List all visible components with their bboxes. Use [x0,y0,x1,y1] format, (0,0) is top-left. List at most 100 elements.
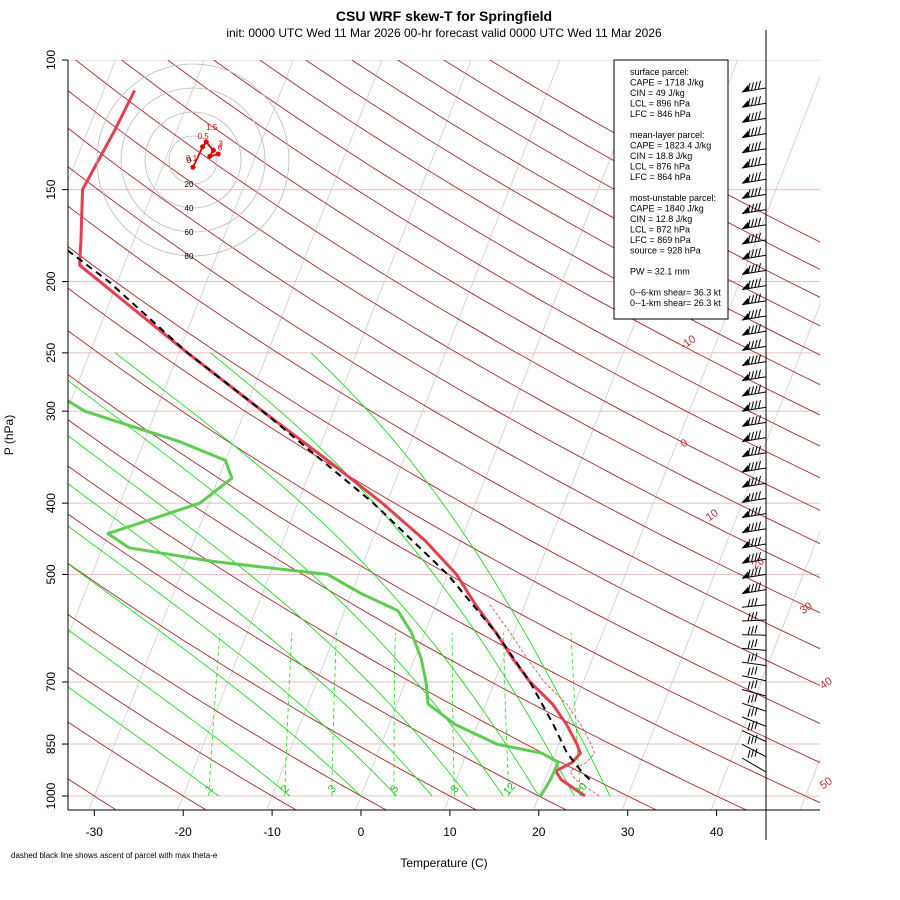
wind-barb [741,536,767,549]
wind-barb [741,369,767,382]
wind-barb [741,187,767,199]
dry-adiabat [167,60,820,447]
panel-line: CAPE = 1718 J/kg [630,78,704,88]
dry-adiabat [68,166,820,614]
panel-line: CAPE = 1840 J/kg [630,204,704,214]
dry-adiabat [75,60,820,511]
wind-barb [741,707,767,727]
mixing-ratio-line [331,632,337,797]
mixing-ratio-line [208,632,221,797]
mixing-ratio-label: 3 [326,783,339,795]
wind-barb [741,141,767,154]
isotherm-label: 40 [818,675,835,692]
panel-line: CIN = 18.8 J/kg [630,151,692,161]
y-tick-label: 250 [44,343,58,363]
x-tick-label: -30 [86,825,104,839]
wind-barb [741,354,767,367]
hodograph-point [203,139,209,145]
isotherm-line [355,60,650,810]
panel-line: 0--6-km shear= 36.3 kt [630,288,721,298]
dry-adiabat [305,60,820,356]
panel-line: 0--1-km shear= 26.3 kt [630,298,721,308]
parcel-ascent [68,249,591,781]
wind-barb [741,652,767,667]
panel-line: CIN = 12.8 J/kg [630,214,692,224]
mixing-ratio-line [503,632,510,797]
mixing-ratio-line [570,632,582,797]
wind-barb [741,384,767,397]
isotherm-label: 10 [704,507,721,524]
moist-adiabat [68,379,504,797]
hodograph-point-label: 0.5 [198,132,210,141]
dry-adiabat [68,778,117,810]
wind-barb [741,263,767,275]
panel-line: PW = 32.1 mm [630,267,690,277]
wind-barb [741,156,767,169]
wind-barb [741,721,767,743]
wind-barb [741,734,767,758]
y-tick-label: 500 [44,564,58,584]
mixing-ratio-label: 2 [279,783,292,795]
panel-frame [613,59,729,320]
isotherm-line [177,60,472,810]
y-axis-title: P (hPa) [2,415,16,455]
hodograph-point-label: 6 [218,143,223,152]
panel-line: source = 928 hPa [630,246,701,256]
footnote: dashed black line shows ascent of parcel… [11,851,218,860]
wind-barb [741,611,767,622]
panel-line: CAPE = 1823.4 J/kg [630,141,711,151]
wind-barb [741,625,767,636]
wind-barb [741,679,767,697]
moist-adiabat [68,629,291,797]
y-tick-label: 400 [44,493,58,513]
panel-line: surface parcel: [630,67,689,77]
dry-adiabat [68,721,207,810]
hodograph-point [200,144,206,150]
mixing-ratio-label: 20 [573,781,590,798]
wind-barb [741,445,767,458]
x-tick-label: 40 [710,825,724,839]
hodograph-ring [168,135,218,185]
wind-barb [741,430,767,443]
y-tick-label: 150 [44,179,58,199]
hodograph-ring-label: 60 [185,228,194,237]
temperature-profile [78,89,586,798]
moist-adiabat [68,563,362,797]
dry-adiabat [259,60,820,386]
isotherm-line [88,60,383,810]
y-tick-label: 1000 [44,782,58,809]
isotherm-line [621,303,820,810]
wind-barb [741,567,767,579]
hodograph: 0 20 40 60 80 0.1 0.51.536 [96,63,290,261]
hodograph-ring [96,63,290,257]
wind-barb [741,95,767,108]
isotherm-line [799,757,820,810]
dry-adiabat [68,374,820,804]
panel-line: LCL = 872 hPa [630,225,690,235]
panel-line: most-unstable parcel: [630,193,716,203]
wind-barb [741,415,767,427]
wind-barb [741,693,767,712]
hodograph-point [215,151,221,157]
virtual-temperature-profile [489,604,600,797]
wind-barb [741,506,767,519]
wind-barb [741,491,767,503]
wind-barb [741,748,767,773]
dry-adiabat [68,330,820,763]
wind-barb [741,399,767,412]
dry-adiabat [68,90,820,545]
hodograph-ring [144,111,242,209]
panel-line: mean-layer parcel: [630,130,705,140]
wind-barb [741,111,767,123]
isotherm-line [68,60,294,638]
hodograph-ring-label: 0 [187,156,192,165]
x-tick-label: 20 [532,825,546,839]
x-tick-label: 0 [358,825,365,839]
hodograph-point [190,164,196,170]
wind-barb [741,126,767,139]
wind-barb [741,638,767,651]
